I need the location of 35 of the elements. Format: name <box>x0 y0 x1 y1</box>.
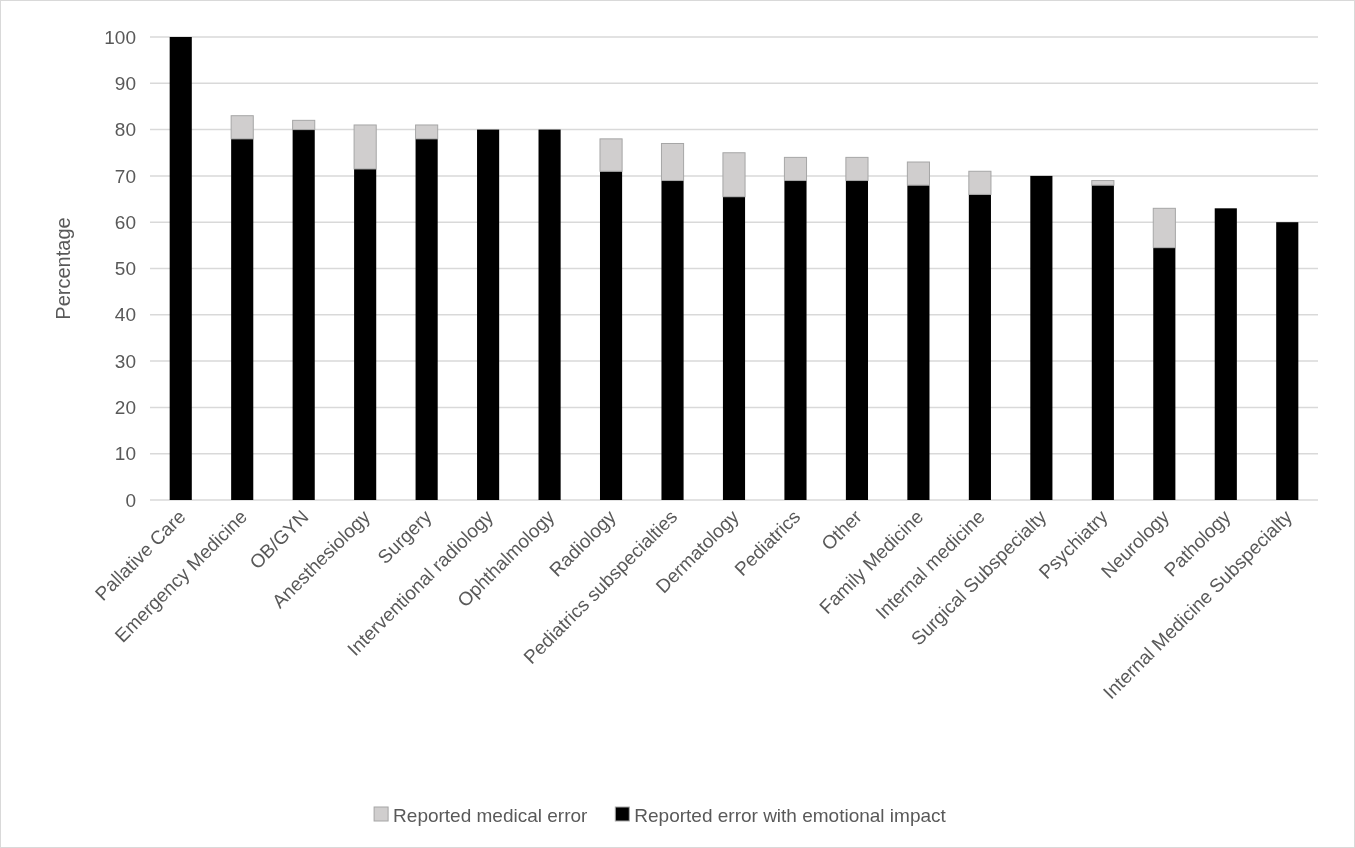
bar <box>1091 185 1114 500</box>
y-tick-label: 10 <box>114 443 136 465</box>
y-tick-label: 80 <box>114 119 136 141</box>
y-tick-label: 40 <box>114 304 136 326</box>
bar <box>599 171 623 500</box>
bar <box>1276 222 1299 500</box>
bar <box>968 194 991 500</box>
bar <box>292 129 315 500</box>
bar <box>845 180 869 500</box>
bar <box>1214 208 1237 500</box>
bar <box>661 180 684 500</box>
bar <box>354 168 377 500</box>
bar <box>415 138 438 500</box>
y-tick-label: 90 <box>114 72 136 94</box>
y-tick-label: 20 <box>114 397 136 419</box>
bar <box>1091 180 1115 186</box>
bar <box>722 196 746 500</box>
y-axis-title: Percentage <box>52 217 74 320</box>
y-tick-label: 100 <box>104 26 136 48</box>
bar <box>538 129 561 500</box>
bar <box>1153 247 1176 500</box>
y-tick-label: 60 <box>114 211 136 233</box>
bar <box>477 129 500 500</box>
bar <box>231 138 254 500</box>
bar <box>1030 175 1053 500</box>
bar <box>599 138 623 172</box>
legend-label: Reported error with emotional impact <box>634 804 947 826</box>
bar <box>169 37 192 500</box>
y-tick-label: 0 <box>125 489 136 511</box>
bar <box>907 185 930 500</box>
y-tick-label: 70 <box>114 165 136 187</box>
bar <box>784 180 807 500</box>
legend-label: Reported medical error <box>393 804 589 826</box>
y-tick-label: 50 <box>114 258 136 280</box>
y-tick-label: 30 <box>114 350 136 372</box>
